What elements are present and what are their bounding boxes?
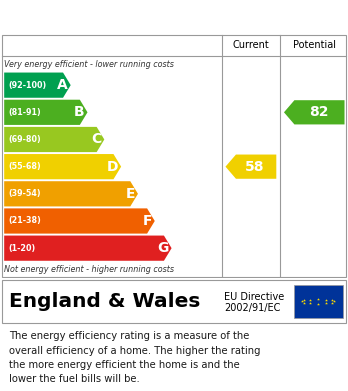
Text: The energy efficiency rating is a measure of the
overall efficiency of a home. T: The energy efficiency rating is a measur… [9,331,260,384]
Polygon shape [226,154,276,179]
Text: 82: 82 [309,105,328,119]
Bar [294,285,343,317]
Text: E: E [126,187,135,201]
Text: (39-54): (39-54) [8,189,41,198]
Text: Not energy efficient - higher running costs: Not energy efficient - higher running co… [4,265,174,274]
Polygon shape [4,208,155,233]
Polygon shape [4,154,121,179]
Polygon shape [284,100,345,124]
Polygon shape [4,181,138,206]
Text: Current: Current [233,39,270,50]
Polygon shape [4,73,71,98]
Text: (1-20): (1-20) [8,244,35,253]
Text: B: B [74,105,85,119]
Text: (69-80): (69-80) [8,135,41,144]
Text: (92-100): (92-100) [8,81,47,90]
Polygon shape [4,235,172,261]
Text: 2002/91/EC: 2002/91/EC [224,303,281,313]
Polygon shape [4,100,87,125]
Text: Potential: Potential [293,39,336,50]
Text: G: G [157,241,169,255]
Text: D: D [107,160,118,174]
Text: C: C [91,133,102,147]
Polygon shape [4,127,104,152]
Text: (21-38): (21-38) [8,217,41,226]
Text: Very energy efficient - lower running costs: Very energy efficient - lower running co… [4,60,174,69]
Text: 58: 58 [245,160,265,174]
Text: (55-68): (55-68) [8,162,41,171]
Text: A: A [57,78,68,92]
Text: England & Wales: England & Wales [9,292,200,311]
Text: EU Directive: EU Directive [224,292,285,302]
Text: F: F [142,214,152,228]
Text: (81-91): (81-91) [8,108,41,117]
Text: Energy Efficiency Rating: Energy Efficiency Rating [9,10,229,25]
